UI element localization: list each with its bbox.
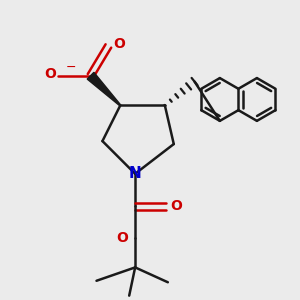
Text: −: − (66, 61, 76, 74)
Text: O: O (116, 231, 128, 245)
Text: O: O (170, 200, 182, 214)
Polygon shape (87, 72, 121, 106)
Text: O: O (113, 38, 125, 52)
Text: O: O (44, 67, 56, 81)
Text: N: N (129, 166, 142, 181)
